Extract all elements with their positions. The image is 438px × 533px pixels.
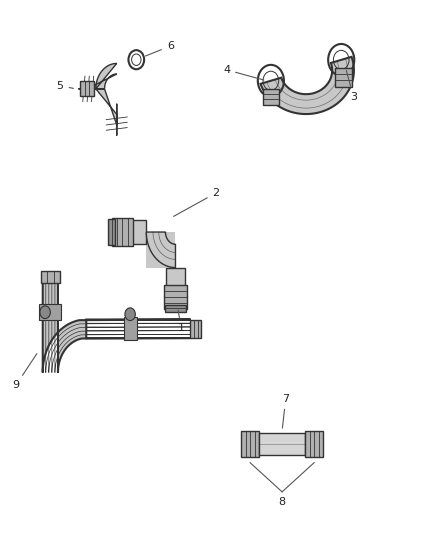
Bar [263,88,279,104]
Text: 6: 6 [145,41,174,56]
Circle shape [125,308,135,320]
Polygon shape [43,280,191,373]
Polygon shape [78,63,117,135]
Bar [166,268,185,302]
Text: 9: 9 [12,354,37,391]
Bar [39,304,61,320]
Bar [146,232,176,268]
Bar [165,305,186,312]
Text: 8: 8 [279,497,286,507]
Bar [241,431,259,457]
Bar [124,317,137,340]
Bar [335,68,352,87]
Bar [191,319,201,338]
Bar [41,271,60,283]
Bar [259,433,305,455]
Bar [164,285,187,309]
Bar [112,218,133,246]
Text: 5: 5 [57,81,74,91]
Text: 4: 4 [223,65,264,80]
Circle shape [40,306,50,319]
Text: 2: 2 [173,188,219,216]
Bar [80,82,94,96]
Bar [305,431,323,457]
Polygon shape [146,232,176,268]
Text: 1: 1 [178,310,185,333]
Text: 7: 7 [282,394,289,428]
Polygon shape [261,57,354,114]
Bar [108,219,115,245]
Bar [118,220,146,244]
Text: 3: 3 [346,70,357,102]
